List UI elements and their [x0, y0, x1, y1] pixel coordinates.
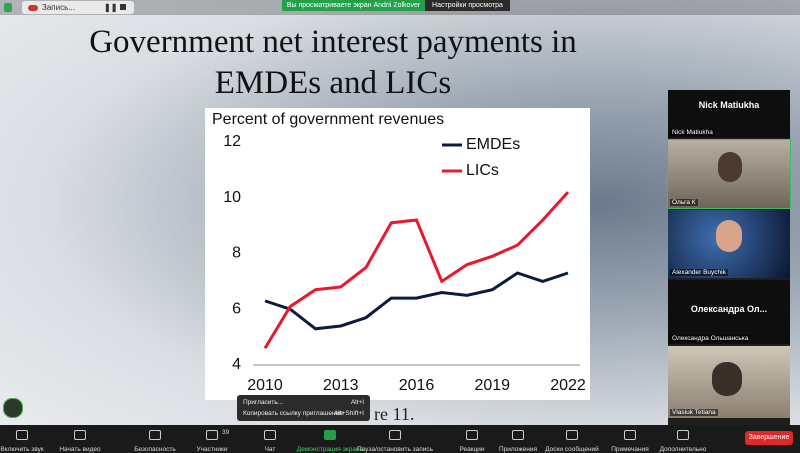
participant-label: Vlasiuk Tetiana — [670, 409, 718, 416]
participant-heading: Олександра Ол... — [690, 304, 768, 314]
toolbar: Завершение Включить звук Начать видео Безо… — [0, 425, 800, 453]
share-banner: Вы просматриваете экран Andrii Zolkover — [282, 0, 425, 11]
participant-tile[interactable]: Alexander Buychik — [668, 210, 790, 278]
y-tick-label: 12 — [223, 133, 241, 150]
toolbar-label[interactable]: Участники — [196, 446, 228, 453]
chart-background — [205, 108, 590, 400]
toolbar-label[interactable]: Чат — [264, 446, 276, 453]
x-tick-label: 2019 — [474, 377, 510, 394]
y-tick-label: 10 — [223, 189, 241, 206]
toolbar-label[interactable]: Примечания — [611, 446, 649, 453]
video-person — [712, 362, 742, 396]
menu-label: Копировать ссылку приглашения — [243, 410, 343, 417]
toolbar-icon[interactable] — [624, 430, 636, 440]
recording-label: Запись... — [42, 3, 75, 12]
toolbar-icon[interactable] — [74, 430, 86, 440]
participant-label: Олександра Ольшанська — [670, 335, 751, 342]
chart: Percent of government revenues 4 6 8 10 12 20… — [205, 108, 590, 400]
top-bar: Запись... ❚❚ Вы просматриваете экран And… — [0, 0, 800, 15]
legend-label: LICs — [466, 162, 499, 179]
slide-title: Government net interest payments in EMDE… — [89, 24, 577, 101]
toolbar-label[interactable]: Дополнительно — [659, 446, 707, 453]
recording-dot — [28, 4, 38, 11]
participant-label: Nick Matiukha — [670, 129, 715, 136]
menu-shortcut: Alt+Shift+I — [334, 410, 364, 417]
x-tick-label: 2010 — [247, 377, 283, 394]
toolbar-icon[interactable] — [677, 430, 689, 440]
participant-tile[interactable]: Nick Matiukha Nick Matiukha — [668, 90, 790, 138]
toolbar-icon[interactable] — [206, 430, 218, 440]
x-tick-label: 2013 — [323, 377, 359, 394]
menu-item[interactable]: Копировать ссылку приглашения Alt+Shift+I — [243, 410, 364, 417]
video-person — [718, 152, 742, 182]
pause-icon[interactable]: ❚❚ — [104, 3, 118, 12]
data-line — [263, 191, 570, 350]
annotate-button[interactable] — [3, 398, 23, 418]
participants-panel: Nick Matiukha Nick Matiukha Ольга К Alex… — [667, 90, 791, 425]
participant-heading: Nick Matiukha — [698, 100, 760, 110]
toolbar-icon[interactable] — [566, 430, 578, 440]
toolbar-icon[interactable] — [389, 430, 401, 440]
participant-label: Ольга К — [670, 199, 698, 206]
slide-caption: re 11. — [374, 404, 415, 424]
invite-menu: Пригласить... Alt+I Копировать ссылку при… — [237, 395, 370, 421]
toolbar-label[interactable]: Реакции — [459, 446, 485, 453]
video-person — [716, 220, 742, 252]
menu-shortcut: Alt+I — [350, 399, 364, 406]
toolbar-icon[interactable] — [16, 430, 28, 440]
participant-tile[interactable]: Олександра Ол... Олександра Ольшанська — [668, 280, 790, 344]
participant-label: Alexander Buychik — [670, 269, 728, 276]
x-tick-label: 2022 — [550, 377, 586, 394]
data-line — [264, 271, 569, 331]
toolbar-icon[interactable] — [466, 430, 478, 440]
y-tick-label: 6 — [232, 300, 241, 317]
end-button[interactable]: Завершение — [745, 431, 793, 445]
legend-label: EMDEs — [466, 136, 520, 153]
toolbar-label[interactable]: Начать видео — [59, 446, 101, 453]
menu-label: Пригласить... — [243, 399, 284, 406]
toolbar-label[interactable]: Демонстрация экрана — [296, 446, 364, 453]
recording-pill[interactable]: Запись... ❚❚ — [22, 1, 134, 14]
x-tick-label: 2016 — [399, 377, 435, 394]
participant-tile[interactable]: Ольга К — [667, 139, 791, 209]
security-icon — [4, 3, 12, 12]
participant-tile[interactable]: Vlasiuk Tetiana — [668, 346, 790, 418]
toolbar-label[interactable]: Приложения — [498, 446, 538, 453]
stop-icon[interactable] — [120, 4, 126, 10]
menu-item[interactable]: Пригласить... Alt+I — [243, 399, 364, 406]
toolbar-icon[interactable] — [512, 430, 524, 440]
y-axis-label: Percent of government revenues — [212, 111, 444, 128]
toolbar-label[interactable]: Доски сообщений — [545, 446, 599, 453]
toolbar-label[interactable]: Включить звук — [0, 446, 44, 453]
y-tick-label: 8 — [232, 245, 241, 262]
toolbar-label[interactable]: Безопасность — [134, 446, 176, 453]
y-tick-label: 4 — [232, 356, 241, 373]
participants-count: 39 — [222, 429, 230, 436]
toolbar-icon[interactable] — [324, 430, 336, 440]
toolbar-icon[interactable] — [149, 430, 161, 440]
toolbar-icon[interactable] — [264, 430, 276, 440]
view-settings[interactable]: Настройки просмотра — [425, 0, 510, 11]
toolbar-label[interactable]: Пауза/остановить запись — [356, 446, 434, 453]
